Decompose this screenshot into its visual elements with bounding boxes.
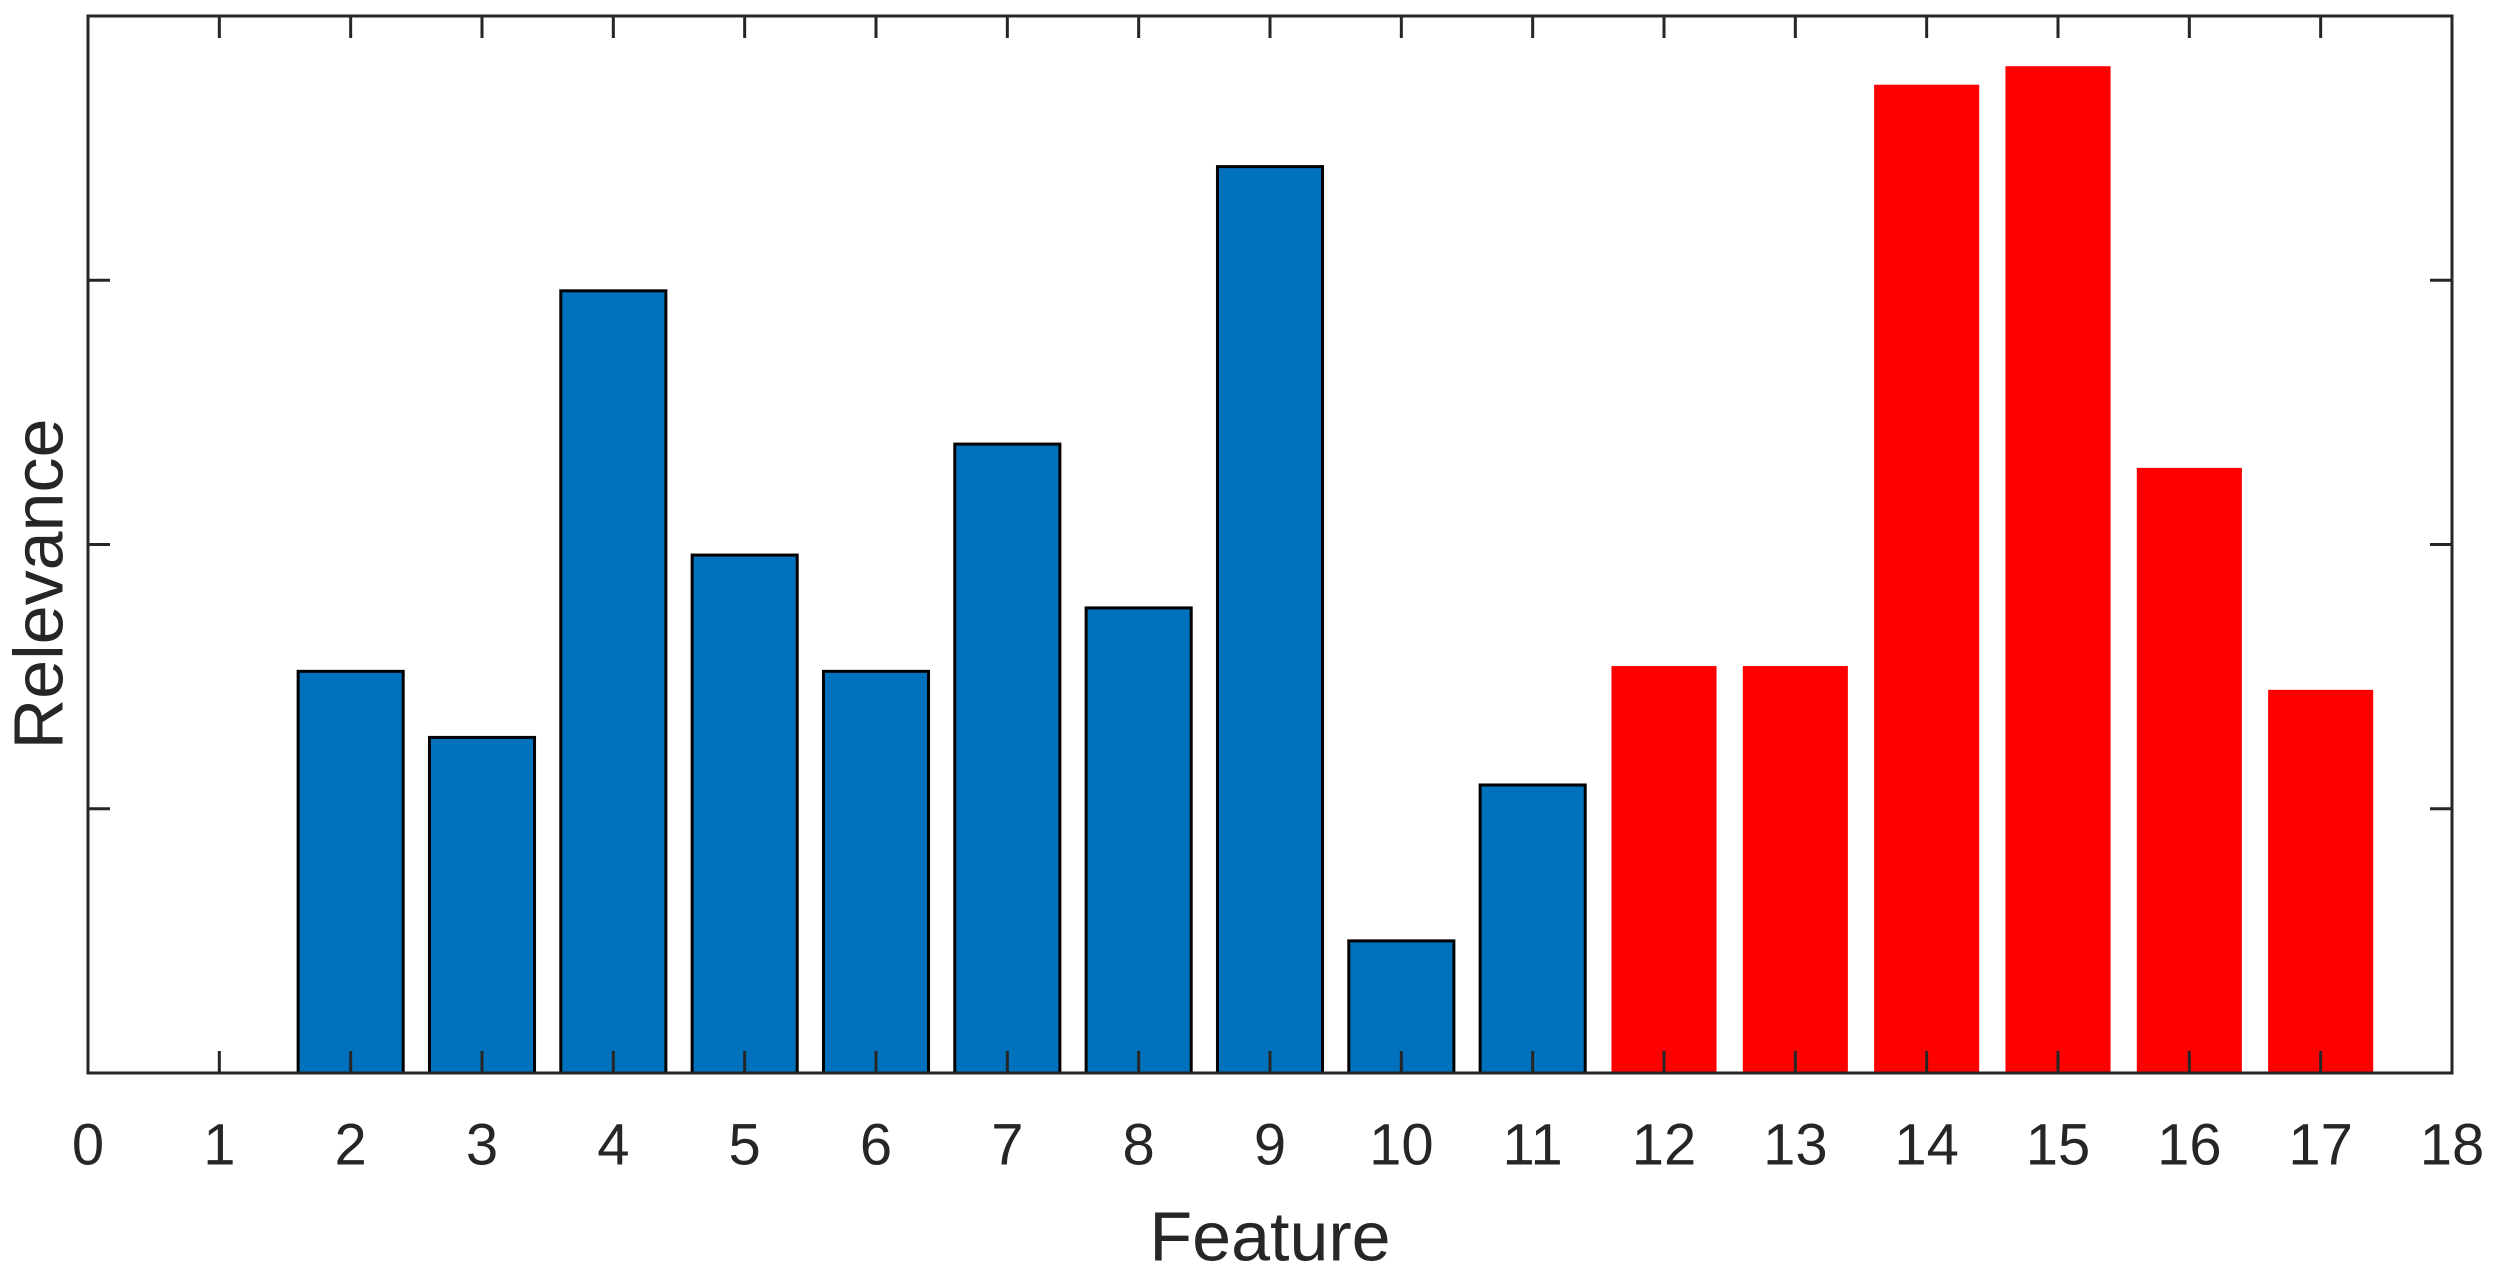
x-tick-label: 15 — [2026, 1112, 2091, 1177]
x-tick-label: 2 — [335, 1112, 367, 1177]
bar — [1611, 666, 1717, 1073]
x-tick-label: 13 — [1763, 1112, 1828, 1177]
x-tick-label: 7 — [991, 1112, 1023, 1177]
x-tick-label: 11 — [1503, 1112, 1563, 1177]
bar — [1742, 666, 1848, 1073]
bar — [427, 735, 537, 1075]
y-axis-label: Relevance — [0, 419, 77, 750]
x-axis-label: Feature — [1149, 1197, 1390, 1275]
bar — [821, 669, 931, 1075]
x-tick-label: 5 — [729, 1112, 761, 1177]
bar — [559, 289, 668, 1075]
bar — [1874, 84, 1980, 1073]
bar — [296, 669, 405, 1075]
bar — [2268, 689, 2374, 1073]
x-tick-label: 6 — [860, 1112, 892, 1177]
x-tick-label: 12 — [1632, 1112, 1697, 1177]
x-tick-label: 10 — [1369, 1112, 1434, 1177]
bar — [1215, 165, 1325, 1075]
bar — [1084, 606, 1193, 1075]
x-tick-label: 4 — [597, 1112, 629, 1177]
x-tick-label: 0 — [72, 1112, 104, 1177]
x-tick-label: 9 — [1254, 1112, 1286, 1177]
bar — [1347, 939, 1456, 1075]
x-tick-label: 18 — [2420, 1112, 2485, 1177]
bar — [2005, 66, 2111, 1073]
x-tick-label: 1 — [203, 1112, 235, 1177]
x-tick-label: 3 — [466, 1112, 498, 1177]
x-tick-label: 14 — [1894, 1112, 1959, 1177]
x-tick-label: 17 — [2288, 1112, 2353, 1177]
bar — [1478, 783, 1587, 1075]
bar — [690, 553, 799, 1075]
x-tick-label: 16 — [2157, 1112, 2222, 1177]
bar — [953, 442, 1062, 1075]
bar — [2136, 467, 2242, 1073]
x-tick-label: 8 — [1123, 1112, 1155, 1177]
